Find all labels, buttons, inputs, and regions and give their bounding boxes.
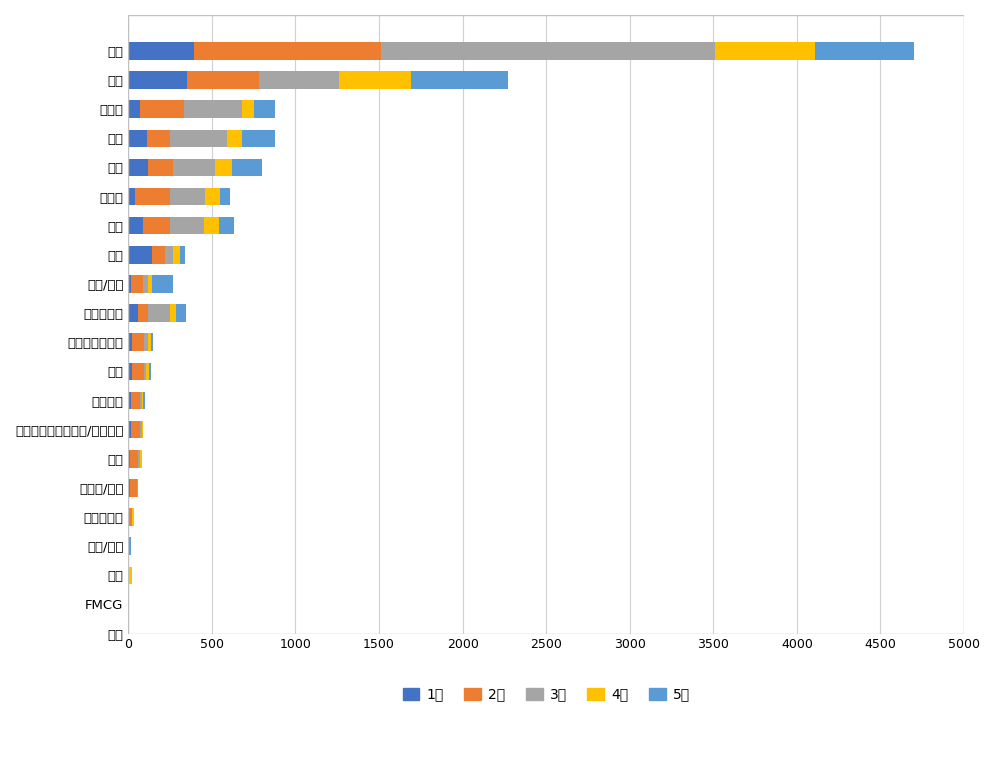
Bar	[144, 363, 146, 380]
Bar	[128, 217, 143, 235]
Bar	[128, 42, 194, 60]
Bar	[128, 15, 963, 633]
Bar	[165, 246, 173, 264]
Bar	[215, 159, 232, 176]
Bar	[151, 334, 152, 351]
Bar	[176, 304, 186, 322]
Bar	[147, 275, 152, 293]
Bar	[381, 42, 715, 60]
Bar	[715, 42, 814, 60]
Bar	[194, 42, 381, 60]
Bar	[227, 130, 242, 147]
Bar	[140, 421, 141, 439]
Bar	[141, 392, 143, 410]
Bar	[146, 130, 170, 147]
Bar	[128, 363, 131, 380]
Bar	[128, 304, 138, 322]
Bar	[170, 217, 204, 235]
Bar	[147, 334, 151, 351]
Bar	[128, 334, 131, 351]
Bar	[128, 567, 131, 584]
Bar	[140, 450, 141, 468]
Bar	[128, 275, 131, 293]
Bar	[131, 392, 140, 410]
Bar	[131, 275, 143, 293]
Bar	[128, 392, 131, 410]
Bar	[232, 159, 261, 176]
Bar	[128, 246, 152, 264]
Bar	[140, 100, 183, 118]
Bar	[143, 275, 147, 293]
Bar	[138, 450, 140, 468]
Bar	[242, 100, 253, 118]
Bar	[141, 421, 143, 439]
Bar	[131, 334, 144, 351]
Bar	[130, 450, 138, 468]
Bar	[136, 479, 138, 497]
Bar	[131, 421, 140, 439]
Bar	[131, 508, 134, 526]
Bar	[173, 246, 180, 264]
Bar	[131, 363, 144, 380]
Bar	[128, 100, 140, 118]
Bar	[814, 42, 912, 60]
Bar	[135, 188, 170, 206]
Bar	[148, 304, 170, 322]
Bar	[128, 71, 187, 89]
Bar	[253, 100, 275, 118]
Bar	[180, 246, 185, 264]
Bar	[173, 159, 215, 176]
Bar	[205, 188, 220, 206]
Legend: 1月, 2月, 3月, 4月, 5月: 1月, 2月, 3月, 4月, 5月	[397, 682, 695, 707]
Bar	[258, 71, 339, 89]
Bar	[220, 217, 235, 235]
Bar	[146, 363, 149, 380]
Bar	[138, 304, 148, 322]
Bar	[411, 71, 507, 89]
Bar	[170, 304, 176, 322]
Bar	[128, 130, 146, 147]
Bar	[183, 100, 242, 118]
Bar	[204, 217, 220, 235]
Bar	[170, 188, 205, 206]
Bar	[149, 363, 151, 380]
Bar	[152, 246, 165, 264]
Bar	[242, 130, 275, 147]
Bar	[128, 537, 131, 555]
Bar	[128, 508, 131, 526]
Bar	[187, 71, 258, 89]
Bar	[130, 479, 136, 497]
Bar	[170, 130, 227, 147]
Bar	[143, 217, 170, 235]
Bar	[128, 450, 130, 468]
Bar	[128, 479, 130, 497]
Bar	[144, 334, 147, 351]
Bar	[128, 421, 131, 439]
Bar	[148, 159, 173, 176]
Bar	[140, 392, 141, 410]
Bar	[128, 188, 135, 206]
Bar	[143, 392, 145, 410]
Bar	[128, 159, 148, 176]
Bar	[152, 275, 173, 293]
Bar	[220, 188, 230, 206]
Bar	[339, 71, 411, 89]
